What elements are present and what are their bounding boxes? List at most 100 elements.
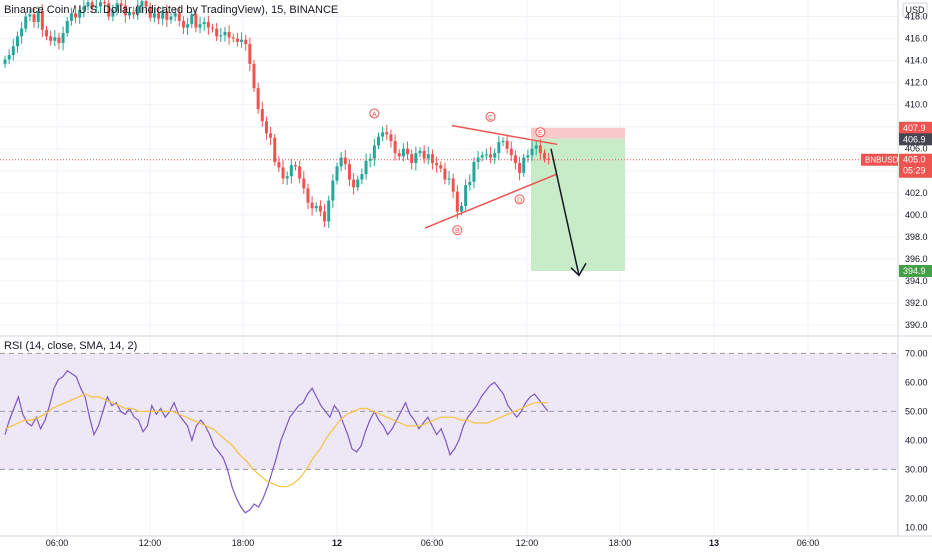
time-tick-label: 12 bbox=[332, 538, 342, 548]
candle-body bbox=[410, 154, 414, 164]
candlestick-series bbox=[3, 0, 551, 228]
rsi-tick-label: 30.00 bbox=[905, 464, 928, 474]
candle-body bbox=[74, 13, 78, 18]
candle-body bbox=[364, 160, 368, 175]
price-tick-label: 406.0 bbox=[905, 144, 928, 154]
candle-body bbox=[356, 179, 360, 188]
candle-body bbox=[24, 16, 28, 29]
time-tick-label: 06:00 bbox=[797, 538, 820, 548]
stop-price-tag bbox=[899, 121, 932, 134]
candle-body bbox=[530, 148, 534, 156]
candle-body bbox=[377, 136, 380, 146]
candle-body bbox=[360, 174, 364, 180]
time-tick-label: 06:00 bbox=[46, 538, 69, 548]
rsi-tick-label: 70.00 bbox=[905, 348, 928, 358]
candle-body bbox=[543, 153, 546, 159]
candle-body bbox=[331, 180, 335, 201]
candle-body bbox=[447, 178, 451, 180]
candle-body bbox=[426, 154, 430, 159]
candle-body bbox=[57, 37, 61, 43]
rsi-tick-label: 50.00 bbox=[905, 406, 928, 416]
candle-body bbox=[206, 22, 210, 28]
target-price-value: 394.9 bbox=[903, 266, 926, 276]
candle-body bbox=[173, 13, 177, 17]
rsi-tick-label: 60.00 bbox=[905, 377, 928, 387]
candle-body bbox=[86, 2, 90, 7]
candle-body bbox=[190, 14, 194, 25]
stop-price-value: 407.9 bbox=[903, 123, 926, 133]
candle-body bbox=[28, 14, 32, 17]
candle-body bbox=[98, 2, 102, 7]
price-tick-label: 400.0 bbox=[905, 210, 928, 220]
candle-body bbox=[78, 9, 82, 18]
price-tick-label: 402.0 bbox=[905, 188, 928, 198]
candle-body bbox=[219, 35, 223, 37]
candle-body bbox=[289, 165, 293, 177]
candle-body bbox=[281, 167, 285, 179]
candle-body bbox=[264, 121, 268, 134]
candle-body bbox=[430, 154, 434, 164]
candle-body bbox=[460, 206, 463, 212]
candle-body bbox=[538, 145, 542, 154]
price-tick-label: 390.0 bbox=[905, 320, 928, 330]
candle-body bbox=[518, 163, 522, 173]
symbol-title[interactable]: Binance Coin / U.S. Dollar (Indicated by… bbox=[4, 4, 339, 16]
candle-body bbox=[252, 63, 256, 89]
price-tick-label: 398.0 bbox=[905, 232, 928, 242]
take-profit-zone bbox=[531, 138, 625, 272]
candle-body bbox=[306, 188, 310, 203]
candle-body bbox=[223, 31, 227, 36]
rsi-tick-label: 10.00 bbox=[905, 522, 928, 532]
candle-body bbox=[451, 178, 455, 192]
target-price-tag bbox=[899, 265, 932, 278]
candle-body bbox=[161, 11, 165, 19]
candle-body bbox=[406, 148, 410, 155]
rsi-indicator-label[interactable]: RSI (14, close, SMA, 14, 2) bbox=[4, 340, 138, 352]
wave-label-circle bbox=[535, 127, 546, 138]
candle-body bbox=[277, 161, 281, 168]
candle-body bbox=[128, 12, 131, 16]
candle-body bbox=[136, 6, 140, 15]
candle-body bbox=[198, 24, 202, 28]
candle-body bbox=[381, 132, 385, 137]
entry-price-tag bbox=[899, 133, 932, 146]
candle-body bbox=[260, 109, 264, 122]
candle-body bbox=[464, 185, 468, 207]
candle-body bbox=[389, 134, 393, 142]
time-tick-label: 18:00 bbox=[232, 538, 255, 548]
symbol-tag bbox=[861, 153, 898, 166]
rsi-line bbox=[4, 369, 549, 514]
candle-body bbox=[144, 1, 148, 7]
price-tick-label: 418.0 bbox=[905, 12, 928, 22]
candle-body bbox=[227, 31, 231, 38]
wave-label-circle bbox=[514, 194, 525, 205]
candle-body bbox=[177, 13, 181, 21]
candle-body bbox=[526, 155, 530, 158]
wave-label-circle bbox=[452, 225, 463, 236]
candle-body bbox=[522, 157, 526, 173]
entry-price-value: 406.9 bbox=[903, 134, 926, 144]
candle-body bbox=[439, 165, 443, 169]
candle-body bbox=[347, 164, 351, 180]
candle-body bbox=[343, 157, 347, 165]
candle-body bbox=[148, 6, 152, 18]
candle-body bbox=[285, 176, 289, 179]
stop-loss-zone bbox=[531, 127, 625, 139]
candle-body bbox=[20, 28, 24, 37]
projection-arrow-head bbox=[570, 262, 587, 277]
candle-body bbox=[435, 163, 439, 166]
candle-body bbox=[157, 13, 161, 19]
candle-body bbox=[123, 5, 127, 16]
last-price-tag bbox=[899, 153, 932, 178]
candle-body bbox=[3, 59, 7, 64]
candle-body bbox=[323, 211, 327, 222]
candle-body bbox=[480, 155, 484, 158]
candle-body bbox=[256, 88, 260, 110]
projection-arrow-line bbox=[550, 148, 580, 276]
last-price-value: 405.0 bbox=[903, 155, 926, 165]
candle-body bbox=[368, 158, 372, 161]
wave-label-circle bbox=[485, 111, 496, 122]
candle-body bbox=[186, 24, 190, 28]
candle-body bbox=[418, 150, 422, 154]
